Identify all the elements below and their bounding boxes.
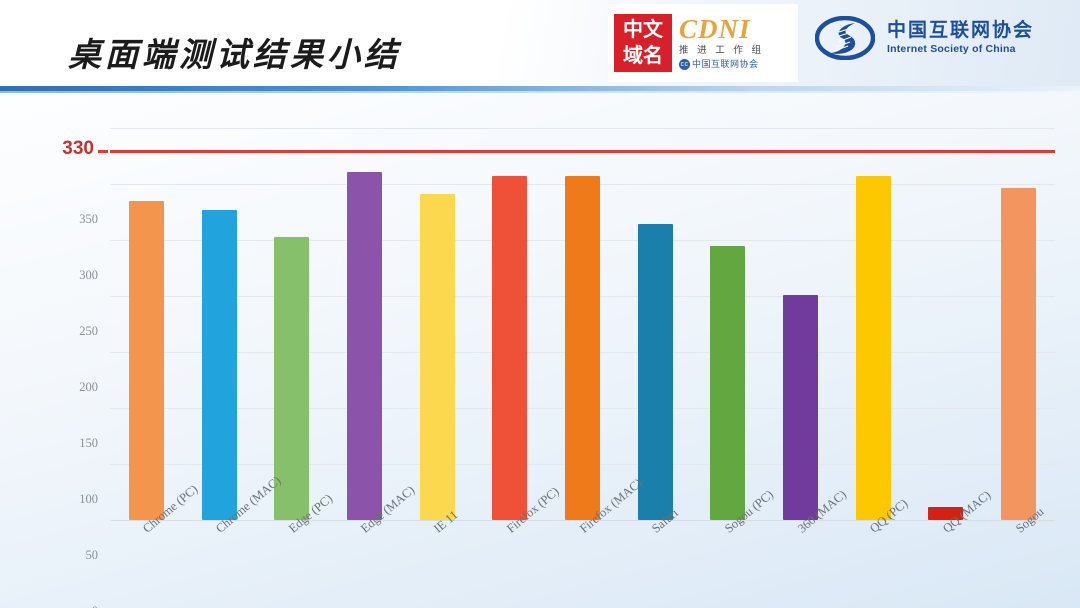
- chart-bar: [201, 209, 237, 520]
- isc-logo: 中国互联网协会 Internet Society of China: [814, 15, 1035, 61]
- y-axis-tick: 100: [79, 492, 98, 506]
- header-divider-secondary: [0, 91, 1080, 93]
- cdni-logo: 中文 域名 CDNI 推 进 工 作 组 cc 中国互联网协会: [608, 4, 798, 82]
- chart-x-labels: Chrome (PC) Chrome (MAC) Edge (PC) Edge (MA…: [110, 473, 1055, 605]
- cdni-org-name: 中国互联网协会: [692, 58, 759, 69]
- y-axis-tick: 0: [38, 604, 98, 608]
- y-axis-tick: 150: [79, 436, 98, 450]
- chart-bar: [492, 176, 528, 520]
- slide-header: 桌面端测试结果小结 中文 域名 CDNI 推 进 工 作 组 cc 中国互联网协…: [0, 0, 1080, 93]
- y-axis-tick: 50: [85, 548, 99, 562]
- chart-bar: [710, 245, 746, 520]
- cdni-wordmark: CDNI: [679, 14, 751, 45]
- chart-bar: [419, 194, 455, 520]
- chart-bar: [128, 200, 164, 520]
- isc-circle-icon: cc: [679, 58, 690, 70]
- chart-bar: [637, 224, 673, 520]
- cdni-seal-line2: 域名: [623, 45, 663, 67]
- y-axis-tick: 200: [79, 380, 98, 394]
- threshold-label: 330: [62, 138, 94, 160]
- chart-bar: [855, 176, 891, 520]
- chart-bars: [110, 128, 1055, 520]
- isc-name-en: Internet Society of China: [887, 43, 1016, 56]
- chart-bar: [1001, 188, 1037, 520]
- isc-name-cn: 中国互联网协会: [887, 20, 1035, 42]
- cdni-seal-icon: 中文 域名: [614, 14, 672, 72]
- cdni-seal-line1: 中文: [623, 19, 663, 41]
- y-axis-tick: 350: [79, 212, 98, 226]
- chart-bar: [565, 176, 600, 520]
- page-title: 桌面端测试结果小结: [68, 38, 401, 74]
- y-axis-tick: 250: [79, 324, 98, 338]
- threshold-dash: [98, 150, 108, 153]
- chart-bar: [346, 171, 382, 520]
- chart-panel: 330 Chrome (PC) Chrome (MAC) Edge (PC) Edge…: [0, 93, 1080, 608]
- isc-swirl-icon: [814, 15, 876, 61]
- chart-bar: [783, 294, 819, 520]
- threshold-line: [110, 150, 1055, 153]
- chart-x-axis: [110, 520, 1055, 521]
- chart-bar: [274, 236, 310, 520]
- chart-bar: [928, 506, 964, 520]
- y-axis-tick: 300: [79, 268, 98, 282]
- cdni-org-line: cc 中国互联网协会: [679, 58, 764, 70]
- gridline: [110, 128, 1055, 129]
- header-divider: [0, 86, 1080, 91]
- cdni-subtitle: 推 进 工 作 组: [679, 45, 765, 57]
